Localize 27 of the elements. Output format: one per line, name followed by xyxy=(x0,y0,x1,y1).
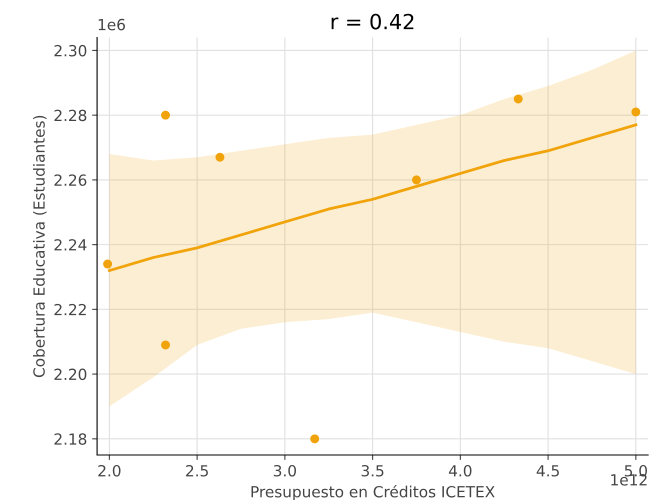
point xyxy=(215,152,224,162)
x-tick-label: 4.0 xyxy=(448,464,472,477)
text: 1e6 xyxy=(98,18,125,30)
y-tick-label: 2.20 xyxy=(54,368,86,380)
y-tick-label: 2.18 xyxy=(54,433,86,445)
x-tick-label: 2.0 xyxy=(98,464,121,477)
x-tick-label: 3.5 xyxy=(362,464,384,477)
point xyxy=(161,110,170,120)
x-axis-title: Presupuesto en Créditos ICETEX xyxy=(252,485,495,500)
y-axis-title: Cobertura Educativa (Estudiantes) xyxy=(33,116,47,378)
chart-title: r = 0.42 xyxy=(332,14,414,30)
x-tick-label: 5.0 xyxy=(624,464,647,477)
point xyxy=(161,340,170,350)
x-tick-label: 3.0 xyxy=(274,464,296,477)
x-tick-label: 2.5 xyxy=(186,464,208,477)
y-tick-label: 2.24 xyxy=(54,239,87,250)
x-tick-label: 4.5 xyxy=(536,465,559,477)
y-tick-label: 2.28 xyxy=(54,110,86,122)
y-tick-label: 2.30 xyxy=(54,44,86,56)
point xyxy=(310,434,320,444)
text: 1e12 xyxy=(611,474,647,486)
y-tick-label: 2.22 xyxy=(54,304,86,316)
point xyxy=(514,94,523,104)
point xyxy=(412,175,421,184)
y-tick-label: 2.26 xyxy=(54,174,86,186)
point xyxy=(631,107,640,116)
point xyxy=(103,260,112,269)
